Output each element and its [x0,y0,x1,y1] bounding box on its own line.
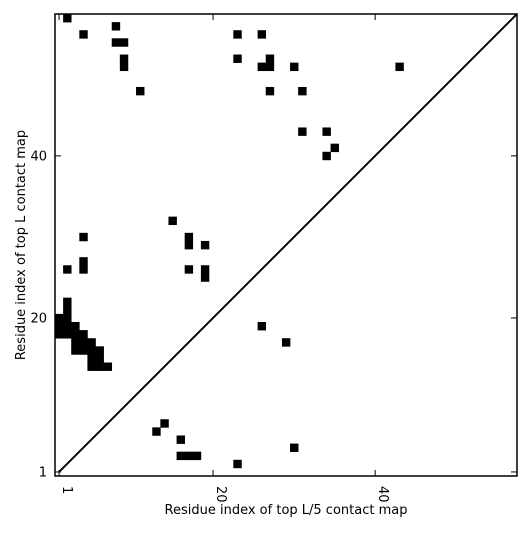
contact-cell [63,313,72,323]
x-axis-label: Residue index of top L/5 contact map [165,503,408,518]
contact-cell [87,338,96,347]
contact-cell [119,54,129,63]
contact-cell [55,322,64,331]
contact-cell [233,54,242,63]
contact-cell [63,14,72,23]
contact-cell [184,265,194,274]
contact-cell [87,362,96,371]
contact-cell [160,419,169,428]
contact-cell [176,435,185,444]
contact-cell [330,143,339,153]
contact-cell [184,240,194,250]
contact-cell [87,354,96,363]
contact-cell [119,62,129,72]
contact-cell [71,330,80,339]
y-tick-label: 40 [30,149,47,164]
y-tick-label: 20 [30,311,47,326]
contact-cell [79,30,88,39]
contact-cell [322,127,331,136]
contact-cell [87,346,96,355]
contact-cell [95,346,104,355]
contact-cell [111,38,121,47]
contact-cell [79,330,88,339]
contact-cell [257,62,267,72]
contact-cell [71,322,80,331]
contact-cell [298,127,307,136]
contact-cell [95,362,104,371]
contact-cell [152,427,161,436]
contact-cell [119,38,129,47]
contact-cell [63,265,72,274]
contact-cell [233,30,242,39]
axis-ticks: 1 20 40 1 20 40 [30,14,517,503]
contact-cell [298,86,307,96]
contact-cell [257,30,267,39]
y-axis-label: Residue index of top L contact map [14,130,29,360]
contact-cell [63,297,72,307]
contact-cell [136,86,145,96]
plot-frame [54,13,518,477]
diagonal-line [58,13,518,473]
x-tick-label: 20 [213,486,228,503]
contact-cell [184,451,194,461]
contact-cell [233,459,242,469]
contact-cell [290,62,299,72]
contact-cell [63,330,72,339]
x-tick-label: 1 [59,486,74,494]
contact-cell [257,322,267,331]
contact-cell [265,54,275,63]
contact-cell [265,86,275,96]
contact-cell [79,232,88,242]
contact-cell [184,232,194,242]
contact-cell [79,346,88,355]
contact-cell [200,240,210,250]
contact-cell [63,322,72,331]
contact-cell [290,443,299,452]
contact-cell [322,151,331,161]
contact-cell [95,354,104,363]
contact-cell [192,451,202,461]
contact-cell [200,273,210,282]
contact-cell [63,305,72,315]
contact-cell [168,216,177,226]
contact-cell [79,257,88,266]
contact-cell [79,265,88,274]
contact-cell [71,338,80,347]
contact-cell [395,62,404,72]
contact-cell [200,265,210,274]
contact-cell [111,22,121,31]
x-tick-label: 40 [375,486,390,503]
contact-cells [55,14,404,469]
contact-cell [176,451,185,461]
contact-cell [265,62,275,72]
contact-cell [71,346,80,355]
contact-cell [281,338,291,347]
y-tick-label: 1 [39,465,47,480]
contact-cell [55,330,64,339]
contact-cell [103,362,113,371]
contact-cell [79,338,88,347]
